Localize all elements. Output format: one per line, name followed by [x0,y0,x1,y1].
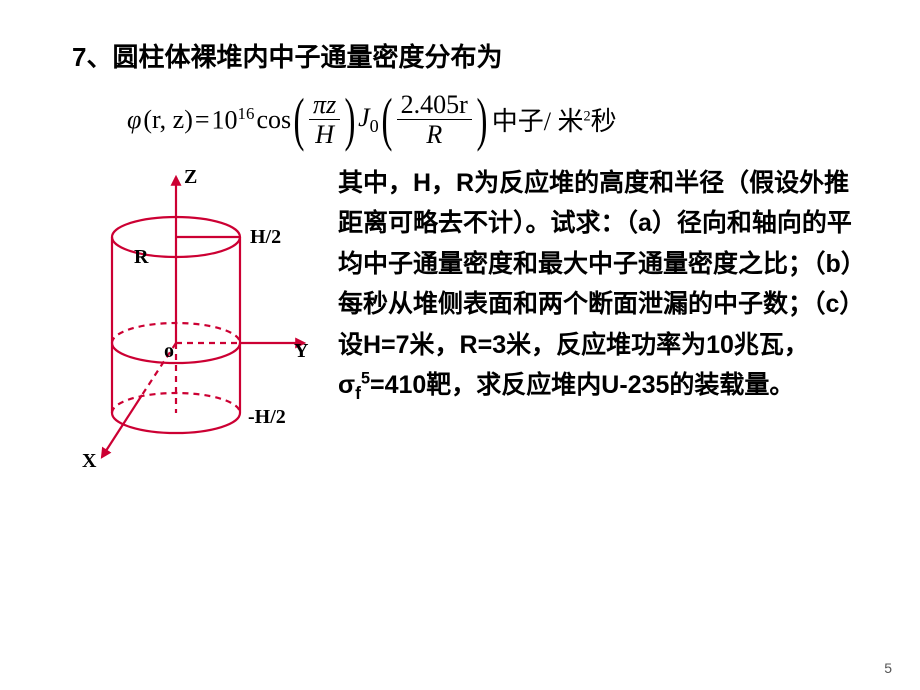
problem-body: 其中，H，R为反应堆的高度和半径（假设外推距离可略去不计）。试求：（a）径向和轴… [338,159,860,408]
svg-text:Z: Z [184,166,197,188]
J-sub: 0 [370,116,379,136]
unit2: 秒 [591,107,617,136]
unit1: 中子/ 米 [492,107,584,136]
rparen2: ) [476,96,487,144]
num2: 2.405r [397,91,472,120]
coef-exp: 16 [238,104,255,123]
flux-formula: φ(r, z) = 1016 cos ( πz H ) J0 ( 2.405r … [127,91,617,149]
phi-symbol: φ [127,105,141,135]
unit-exp: 2 [584,109,591,125]
body-part2: =410靶，求反应堆内U-235的装载量。 [370,371,794,399]
svg-text:H/2: H/2 [250,226,281,248]
cylinder-diagram-wrap: Z Y Xo R H/2 -H/2 [72,159,312,480]
frac-piz-H: πz H [309,91,340,149]
page-number: 5 [884,660,892,676]
equals: = [195,105,210,135]
pi: π [313,90,326,119]
coef-base: 10 [212,106,238,135]
coef: 1016 [212,104,255,136]
unit-text: 中子/ 米2秒 [492,101,617,138]
frac-2405r-R: 2.405r R [397,91,472,149]
cos: cos [256,105,291,135]
J-letter: J [358,103,370,132]
svg-text:Y: Y [294,340,309,362]
H-den: H [311,120,338,148]
lparen2: ( [381,96,392,144]
lparen1: ( [294,96,305,144]
svg-text:o: o [164,340,174,362]
phi-args: (r, z) [143,105,192,135]
rparen1: ) [345,96,356,144]
svg-text:X: X [82,450,97,472]
cylinder-diagram: Z Y Xo R H/2 -H/2 [72,165,312,475]
J: J0 [358,103,379,137]
svg-text:-H/2: -H/2 [248,406,286,428]
z: z [326,90,336,119]
formula-row: φ(r, z) = 1016 cos ( πz H ) J0 ( 2.405r … [72,91,860,149]
R-den: R [422,120,446,148]
problem-heading: 7、圆柱体裸堆内中子通量密度分布为 [72,38,860,77]
sigma-sup: 5 [361,370,370,388]
svg-text:R: R [134,246,149,268]
body-part1: 其中，H，R为反应堆的高度和半径（假设外推距离可略去不计）。试求：（a）径向和轴… [338,169,853,400]
